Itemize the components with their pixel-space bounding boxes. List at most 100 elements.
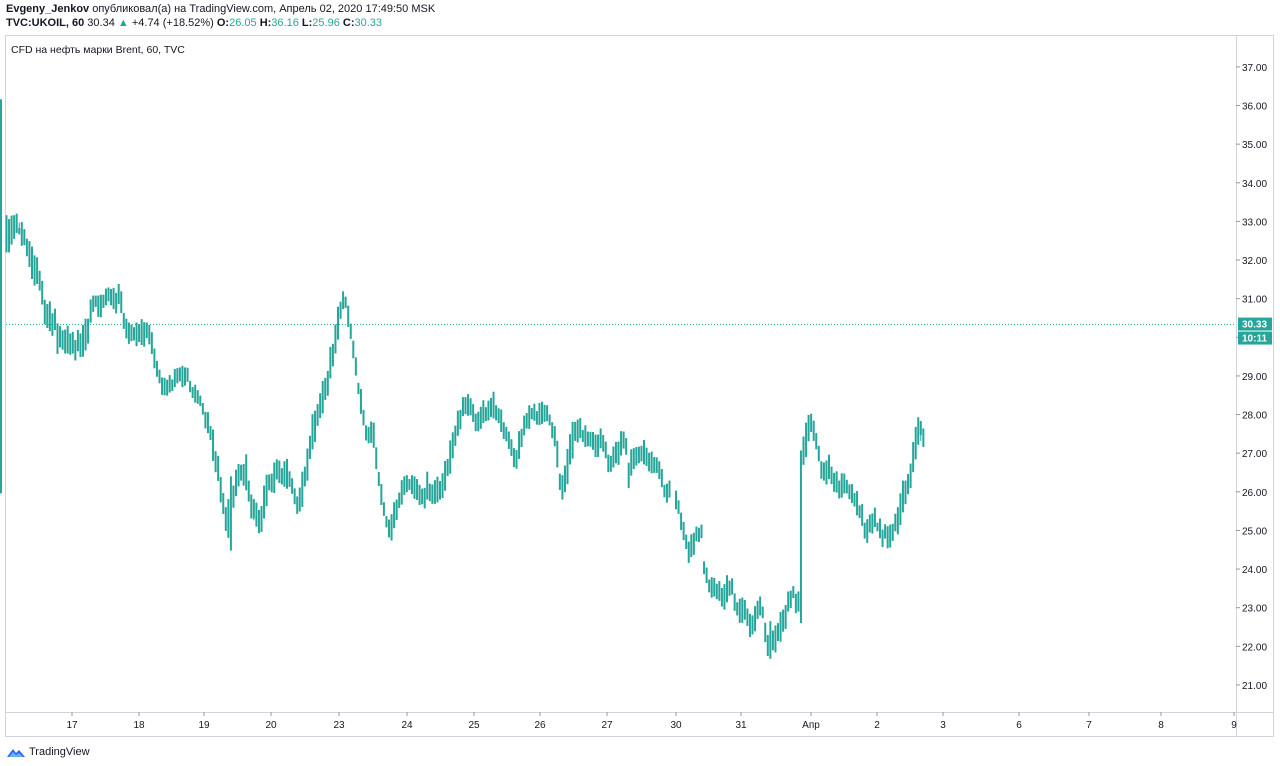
candle-body (766, 635, 769, 656)
x-tick-label: 8 (1158, 720, 1164, 731)
candle-body (112, 287, 115, 310)
candle-body (533, 403, 536, 421)
candle-body (153, 348, 156, 369)
candle-body (510, 439, 513, 456)
candle-body (186, 367, 189, 382)
candle-body (99, 294, 102, 318)
candle-body (779, 611, 782, 642)
candle-body (820, 461, 823, 479)
candle-body (314, 410, 317, 442)
candle-body (168, 375, 171, 393)
candle-body (403, 476, 406, 495)
candle-body (748, 613, 751, 638)
candle-body (490, 397, 492, 417)
candle-body (469, 398, 472, 416)
candle-body (584, 425, 587, 448)
candle-body (28, 241, 31, 267)
candle-body (705, 567, 708, 583)
up-arrow-icon: ▲ (117, 17, 129, 29)
candle-body (181, 365, 184, 388)
candle-body (191, 387, 194, 398)
tradingview-logo[interactable]: TradingView (6, 744, 90, 760)
candle-body (227, 499, 230, 538)
candle-body (140, 319, 143, 346)
candle-body (82, 324, 84, 357)
candle-body (764, 622, 767, 643)
candle-body (838, 480, 841, 499)
candle-body (713, 577, 716, 597)
candle-body (56, 323, 59, 354)
candle-body (653, 457, 656, 473)
candle-body (604, 441, 607, 459)
candle-body (856, 491, 859, 516)
candle-body (853, 492, 856, 507)
candle-body (896, 507, 899, 535)
candle-body (692, 532, 695, 555)
candle-body (143, 322, 146, 347)
y-tick-label: 33.00 (1242, 217, 1267, 228)
candle-body (830, 466, 833, 485)
candle-body (107, 287, 110, 302)
candle-body (687, 541, 690, 563)
candle-body (273, 462, 276, 493)
candle-body (362, 409, 365, 426)
candle-body (715, 583, 718, 600)
candle-body (502, 422, 505, 439)
candle-body (344, 296, 347, 308)
candle-body (741, 597, 744, 623)
candle-body (586, 431, 589, 447)
candle-body (138, 324, 141, 342)
x-tick-label: Апр (802, 720, 820, 731)
x-tick-label: 2 (874, 720, 880, 731)
candle-body (769, 621, 772, 659)
candle-body (482, 400, 485, 424)
candle-body (754, 606, 757, 632)
candle-body (115, 292, 118, 314)
candle-body (612, 446, 615, 468)
candle-body (145, 322, 148, 339)
candle-body (275, 459, 278, 480)
candle-body (308, 435, 311, 459)
candle-body (400, 480, 403, 505)
change-value: +4.74 (+18.52%) (131, 17, 214, 29)
candle-body (581, 430, 584, 442)
author-name[interactable]: Evgeny_Jenkov (6, 3, 90, 15)
candle-body (69, 333, 72, 355)
candle-body (477, 411, 480, 432)
candle-body (110, 289, 113, 306)
candle-body (497, 408, 500, 424)
candle-body (625, 438, 628, 455)
y-tick-label: 27.00 (1242, 449, 1267, 460)
candle-body (133, 327, 135, 341)
candle-body (148, 324, 151, 345)
candle-body (38, 270, 41, 291)
candle-body (270, 473, 273, 493)
candle-body (904, 480, 907, 505)
candle-body (614, 441, 617, 464)
candle-body (543, 404, 546, 422)
candle-body (421, 488, 424, 505)
candle-body (528, 405, 531, 429)
x-tick-label: 27 (601, 720, 613, 731)
y-tick-label: 32.00 (1242, 256, 1267, 267)
candle-body (53, 308, 56, 330)
candle-body (405, 475, 408, 493)
candle-body (761, 606, 764, 619)
candle-body (278, 460, 281, 483)
candle-body (375, 447, 378, 470)
last-price-badge: 30.33 10:11 (1238, 317, 1272, 345)
candle-body (176, 368, 179, 384)
candle-body (377, 472, 380, 487)
candle-body (161, 377, 164, 395)
candle-body (206, 412, 209, 434)
candles (0, 99, 925, 659)
candle-body (413, 476, 416, 499)
x-tick-label: 26 (534, 720, 546, 731)
candle-body (365, 425, 368, 441)
candle-body (189, 380, 192, 393)
candle-body (907, 474, 910, 495)
candle-body (280, 468, 283, 485)
candle-body (265, 474, 268, 507)
y-tick-label: 29.00 (1242, 372, 1267, 383)
